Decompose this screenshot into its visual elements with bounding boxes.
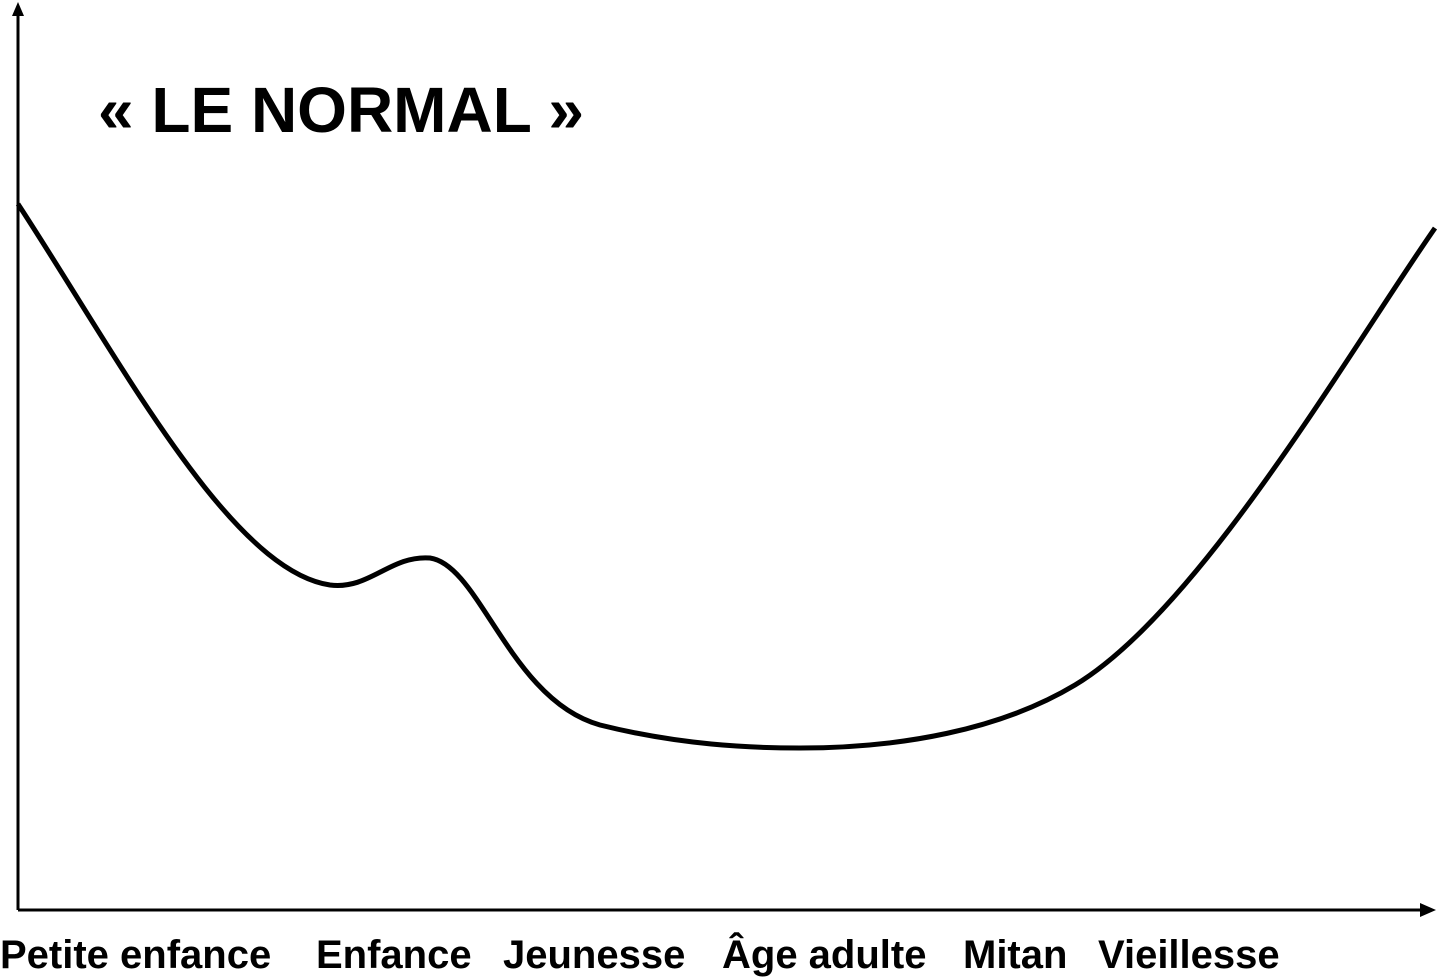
- stage-label: Âge adulte: [722, 931, 926, 977]
- stage-label: Mitan: [963, 933, 1067, 977]
- x-axis-arrow: [1420, 903, 1436, 917]
- stage-label: Petite enfance: [0, 933, 271, 977]
- curve: [15, 202, 1437, 751]
- stage-label: Jeunesse: [503, 933, 685, 977]
- y-axis-arrow: [12, 2, 24, 16]
- stage-label: Enfance: [316, 933, 472, 977]
- title: « LE NORMAL »: [98, 74, 584, 146]
- stage-label: Vieillesse: [1098, 933, 1280, 977]
